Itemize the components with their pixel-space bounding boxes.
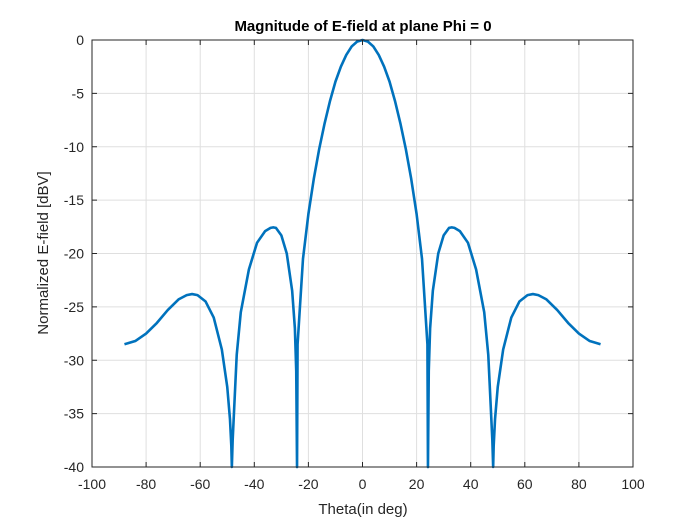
y-tick-label: -40 (64, 459, 84, 475)
tick-labels-layer: -100 -80 -60 -40 -20 0 20 40 60 80 100 0 -5 -10 -15 -20… (64, 32, 645, 492)
y-tick-label: -15 (64, 192, 84, 208)
y-tick-label: -20 (64, 246, 84, 262)
x-tick-label: 80 (571, 476, 587, 492)
x-tick-label: 60 (517, 476, 533, 492)
y-axis-label: Normalized E-field [dBV] (35, 171, 52, 334)
y-tick-label: -25 (64, 299, 84, 315)
x-tick-label: -40 (244, 476, 264, 492)
ticks-layer (91, 39, 634, 468)
x-tick-label: 100 (621, 476, 645, 492)
x-tick-label: 40 (463, 476, 479, 492)
chart-title: Magnitude of E-field at plane Phi = 0 (234, 18, 491, 35)
x-tick-label: -20 (298, 476, 318, 492)
x-tick-label: -80 (136, 476, 156, 492)
y-tick-label: 0 (76, 32, 84, 48)
y-tick-label: -35 (64, 406, 84, 422)
x-tick-label: 0 (359, 476, 367, 492)
y-tick-label: -5 (72, 85, 85, 101)
y-tick-label: -30 (64, 352, 84, 368)
x-axis-label: Theta(in deg) (318, 501, 407, 518)
x-tick-label: 20 (409, 476, 425, 492)
y-tick-label: -10 (64, 139, 84, 155)
x-tick-label: -60 (190, 476, 210, 492)
x-tick-label: -100 (78, 476, 106, 492)
